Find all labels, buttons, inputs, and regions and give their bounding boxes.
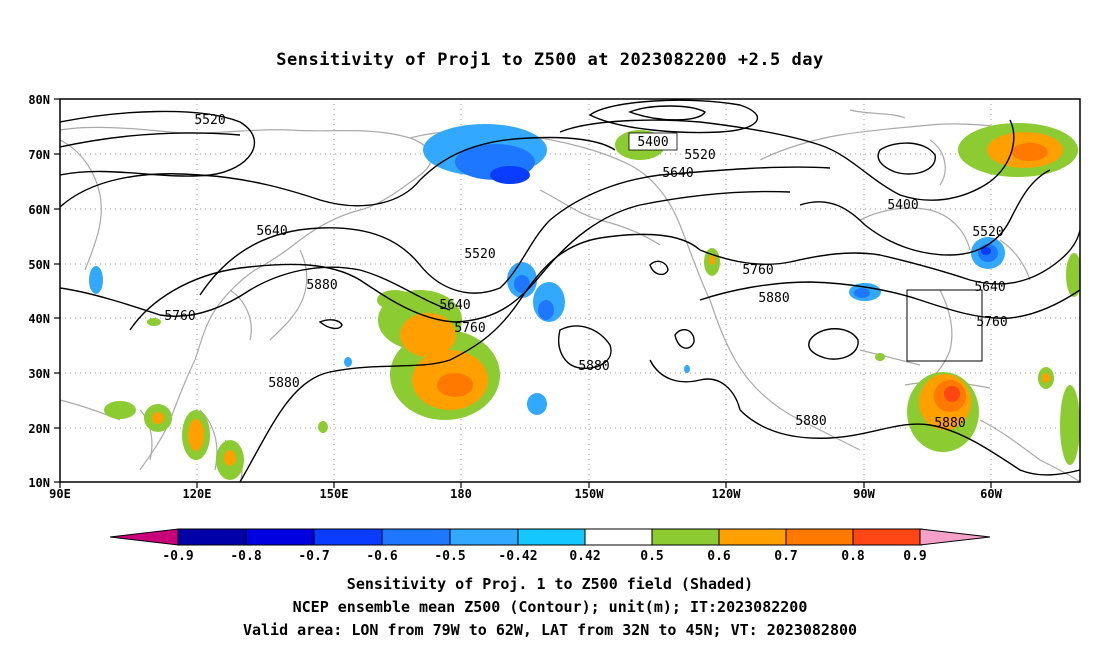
colorbar-label: -0.5 <box>434 549 465 564</box>
colorbar-label: -0.7 <box>298 549 329 564</box>
z500-contours <box>60 99 1080 482</box>
colorbar-cell <box>651 528 720 546</box>
contour-label: 5760 <box>454 321 485 336</box>
latitude-labels: 80N 70N 60N 50N 40N 30N 20N 10N <box>28 93 50 490</box>
contour-label: 5760 <box>976 315 1007 330</box>
lat-label: 30N <box>28 367 50 381</box>
colorbar-cell <box>718 528 787 546</box>
colorbar-label: -0.42 <box>498 549 537 564</box>
gridlines <box>60 99 1080 482</box>
contour-label: 5880 <box>306 278 337 293</box>
colorbar-label: 0.9 <box>903 549 926 564</box>
contour-label: 5760 <box>164 309 195 324</box>
contour-label: 5880 <box>934 416 965 431</box>
colorbar-label: 0.6 <box>707 549 731 564</box>
colorbar-cell <box>313 528 383 546</box>
colorbar-label: 0.7 <box>774 549 797 564</box>
lon-label: 90E <box>49 487 71 501</box>
lon-label: 180 <box>450 487 472 501</box>
footer-line-1: Sensitivity of Proj. 1 to Z500 field (Sh… <box>346 575 754 593</box>
colorbar-label: 0.8 <box>841 549 865 564</box>
lat-label: 40N <box>28 312 50 326</box>
contour-label: 5640 <box>662 166 693 181</box>
contour-label: 5400 <box>887 198 918 213</box>
axis-ticks <box>54 98 992 488</box>
lon-label: 150E <box>320 487 349 501</box>
lat-label: 50N <box>28 258 50 272</box>
colorbar: -0.9 -0.8 -0.7 -0.6 -0.5 -0.42 0.42 0.5 … <box>109 528 991 564</box>
valid-area-box <box>906 289 983 362</box>
contour-label: 5640 <box>439 298 470 313</box>
colorbar-cell <box>785 528 854 546</box>
lon-label: 60W <box>980 487 1002 501</box>
contour-label: 5880 <box>578 359 609 374</box>
colorbar-label: 0.42 <box>569 549 600 564</box>
footer-line-3: Valid area: LON from 79W to 62W, LAT fro… <box>242 621 858 639</box>
coastlines <box>60 109 1080 482</box>
contour-label: 5880 <box>758 291 789 306</box>
colorbar-cell <box>517 528 586 546</box>
colorbar-label: 0.5 <box>640 549 663 564</box>
colorbar-cell <box>584 528 653 546</box>
plot-frame <box>59 98 1081 483</box>
lon-label: 120E <box>183 487 212 501</box>
contour-labels: 5520 5400 5520 5640 5400 5520 5640 5520 … <box>164 113 1007 431</box>
contour-label: 5520 <box>972 225 1003 240</box>
contour-label: 5640 <box>256 224 287 239</box>
contour-label: 5400 <box>637 135 668 150</box>
colorbar-cell <box>381 528 451 546</box>
lat-label: 60N <box>28 203 50 217</box>
sensitivity-shading <box>89 123 1080 480</box>
footer-line-2: NCEP ensemble mean Z500 (Contour); unit(… <box>292 598 808 616</box>
lon-label: 150W <box>575 487 605 501</box>
colorbar-cell <box>449 528 519 546</box>
colorbar-label: -0.8 <box>230 549 261 564</box>
contour-label: 5520 <box>194 113 225 128</box>
lat-label: 20N <box>28 422 50 436</box>
contour-label: 5880 <box>795 414 826 429</box>
colorbar-cell <box>177 528 247 546</box>
colorbar-arrow-right <box>919 528 991 546</box>
contour-label: 5520 <box>464 247 495 262</box>
lat-label: 70N <box>28 148 50 162</box>
lat-label: 10N <box>28 476 50 490</box>
figure-title: Sensitivity of Proj1 to Z500 at 20230822… <box>276 50 824 70</box>
colorbar-arrow-left <box>109 528 179 546</box>
colorbar-cell <box>245 528 315 546</box>
lat-label: 80N <box>28 93 50 107</box>
contour-label: 5640 <box>974 280 1005 295</box>
colorbar-label: -0.9 <box>162 549 193 564</box>
contour-label-boxed: 5400 <box>628 132 678 151</box>
contour-label: 5520 <box>684 148 715 163</box>
contour-label: 5760 <box>742 263 773 278</box>
colorbar-cell <box>852 528 921 546</box>
contour-label: 5880 <box>268 376 299 391</box>
longitude-labels: 90E 120E 150E 180 150W 120W 90W 60W <box>49 487 1002 501</box>
lon-label: 90W <box>853 487 875 501</box>
lon-label: 120W <box>712 487 742 501</box>
colorbar-label: -0.6 <box>366 549 397 564</box>
